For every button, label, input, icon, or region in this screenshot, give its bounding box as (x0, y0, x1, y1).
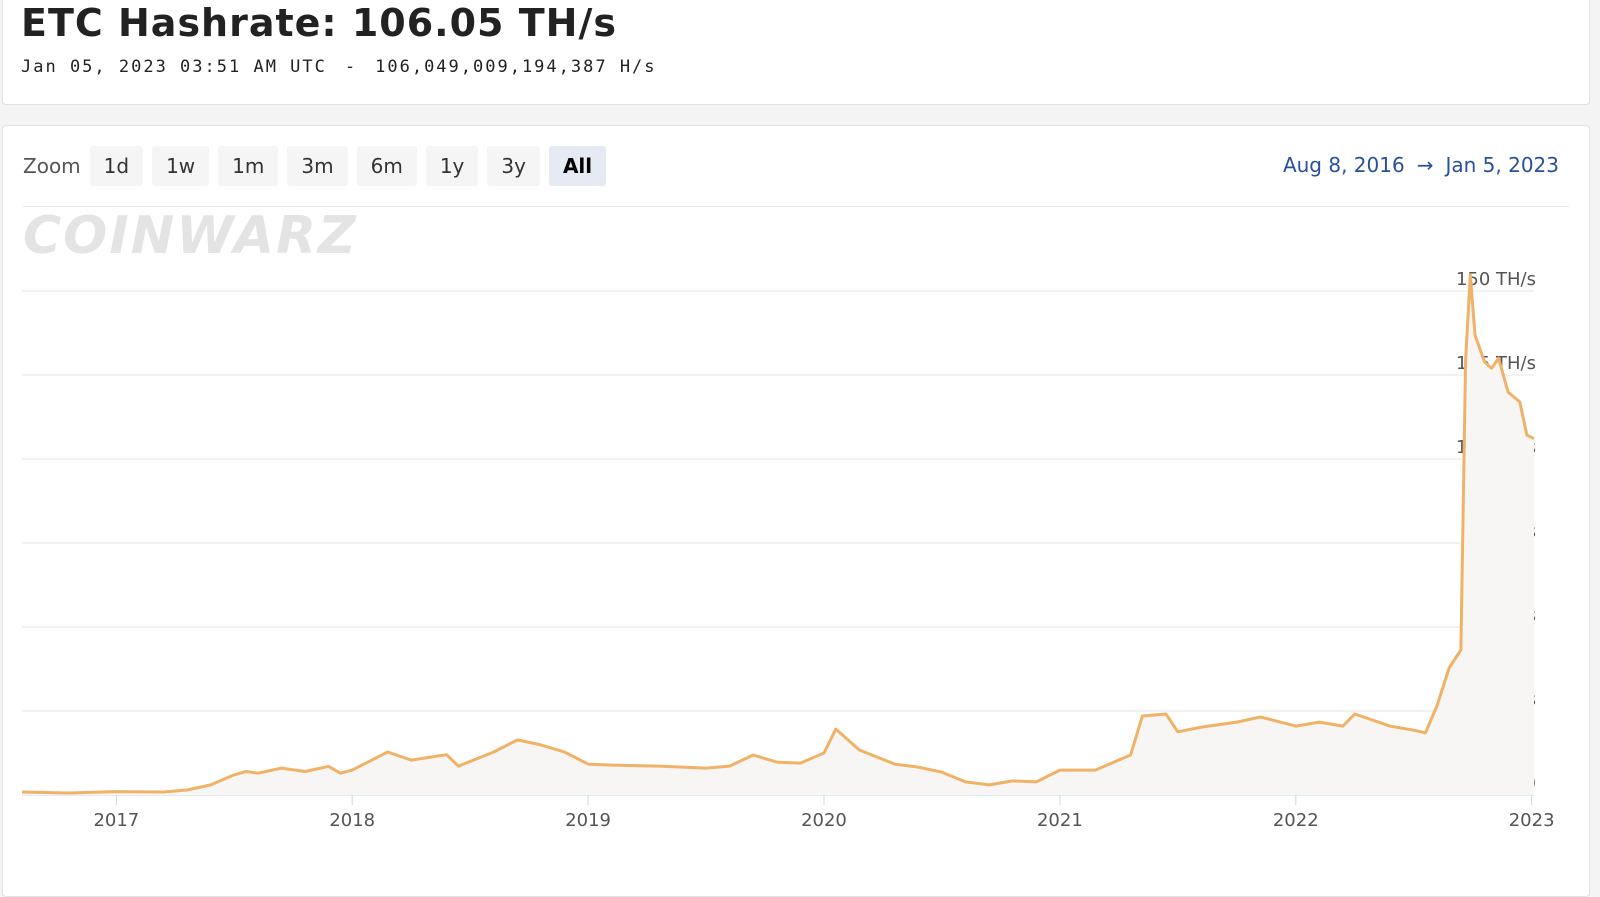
header-card: ETC Hashrate: 106.05 TH/s Jan 05, 2023 0… (2, 0, 1590, 105)
zoom-button[interactable]: 3y (487, 146, 540, 186)
y-tick-label: 150 TH/s (1456, 269, 1536, 290)
x-tick-label: 2023 (1509, 810, 1555, 831)
zoom-button[interactable]: 3m (287, 146, 348, 186)
title: ETC Hashrate: 106.05 TH/s (21, 1, 617, 45)
line (21, 273, 1535, 795)
x-tick-label: 2020 (801, 810, 847, 831)
zoom-button[interactable]: 1y (425, 146, 479, 186)
x-tick-label: 2019 (565, 810, 611, 831)
zoom-bar: Zoom 1d 1w 1m 3m 6m 1y 3y All (23, 146, 607, 186)
range-from[interactable]: Aug 8, 2016 (1282, 153, 1405, 177)
range-arrow: → (1416, 153, 1434, 177)
range-to[interactable]: Jan 5, 2023 (1445, 153, 1559, 177)
zoom-button[interactable]: 6m (356, 146, 417, 186)
zoom-button[interactable]: All (548, 146, 607, 186)
watermark: COINWARZ (23, 206, 358, 266)
separator: - (344, 57, 358, 77)
raw-value: 106,049,009,194,387 H/s (375, 57, 657, 77)
subtitle: Jan 05, 2023 03:51 AM UTC -106,049,009,19… (21, 57, 675, 77)
zoom-button[interactable]: 1w (152, 146, 210, 186)
area (22, 274, 1534, 795)
x-tick-label: 2017 (93, 810, 139, 831)
divider (23, 206, 1569, 207)
x-tick-label: 2022 (1273, 810, 1319, 831)
zoom-button[interactable]: 1m (218, 146, 279, 186)
date-range: Aug 8, 2016 → Jan 5, 2023 (1271, 153, 1559, 177)
zoom-button[interactable]: 1d (89, 146, 144, 186)
zoom-label: Zoom (23, 154, 81, 178)
timestamp: Jan 05, 2023 03:51 AM UTC (21, 57, 327, 77)
x-tick-label: 2021 (1037, 810, 1083, 831)
x-tick-label: 2018 (329, 810, 375, 831)
